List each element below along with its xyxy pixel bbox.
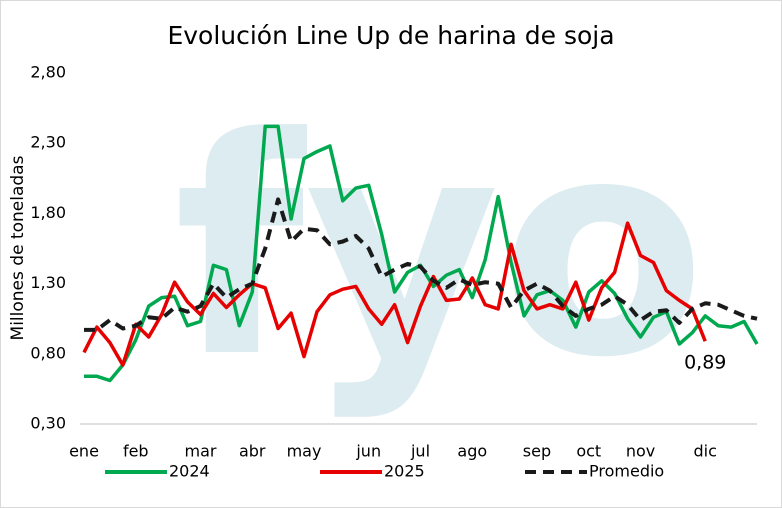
legend-label: Promedio [589,462,664,481]
y-tick-label: 1,30 [30,273,66,292]
chart-title: Evolución Line Up de harina de soja [167,21,614,50]
y-tick-label: 2,30 [30,133,66,152]
x-tick-label: may [287,442,322,461]
x-tick-label: jun [355,442,381,461]
x-tick-label: ago [457,442,487,461]
legend-label: 2024 [169,462,210,481]
x-tick-label: dic [694,442,717,461]
x-tick-label: ene [69,442,99,461]
x-tick-label: sep [523,442,551,461]
x-tick-label: mar [184,442,216,461]
data-label: 0,89 [684,352,726,374]
legend-label: 2025 [384,462,425,481]
x-tick-label: oct [576,442,601,461]
y-tick-label: 2,80 [30,63,66,82]
x-tick-label: feb [123,442,149,461]
x-tick-label: nov [626,442,655,461]
series-line [82,221,707,367]
x-tick-label: abr [239,442,266,461]
y-tick-label: 0,30 [30,414,66,433]
y-tick-label: 1,80 [30,203,66,222]
y-axis-label: Millones de toneladas [8,155,28,340]
series-line [84,197,758,332]
x-tick-label: jul [410,442,430,461]
watermark: fyo [174,74,706,423]
y-tick-label: 0,80 [30,343,66,362]
